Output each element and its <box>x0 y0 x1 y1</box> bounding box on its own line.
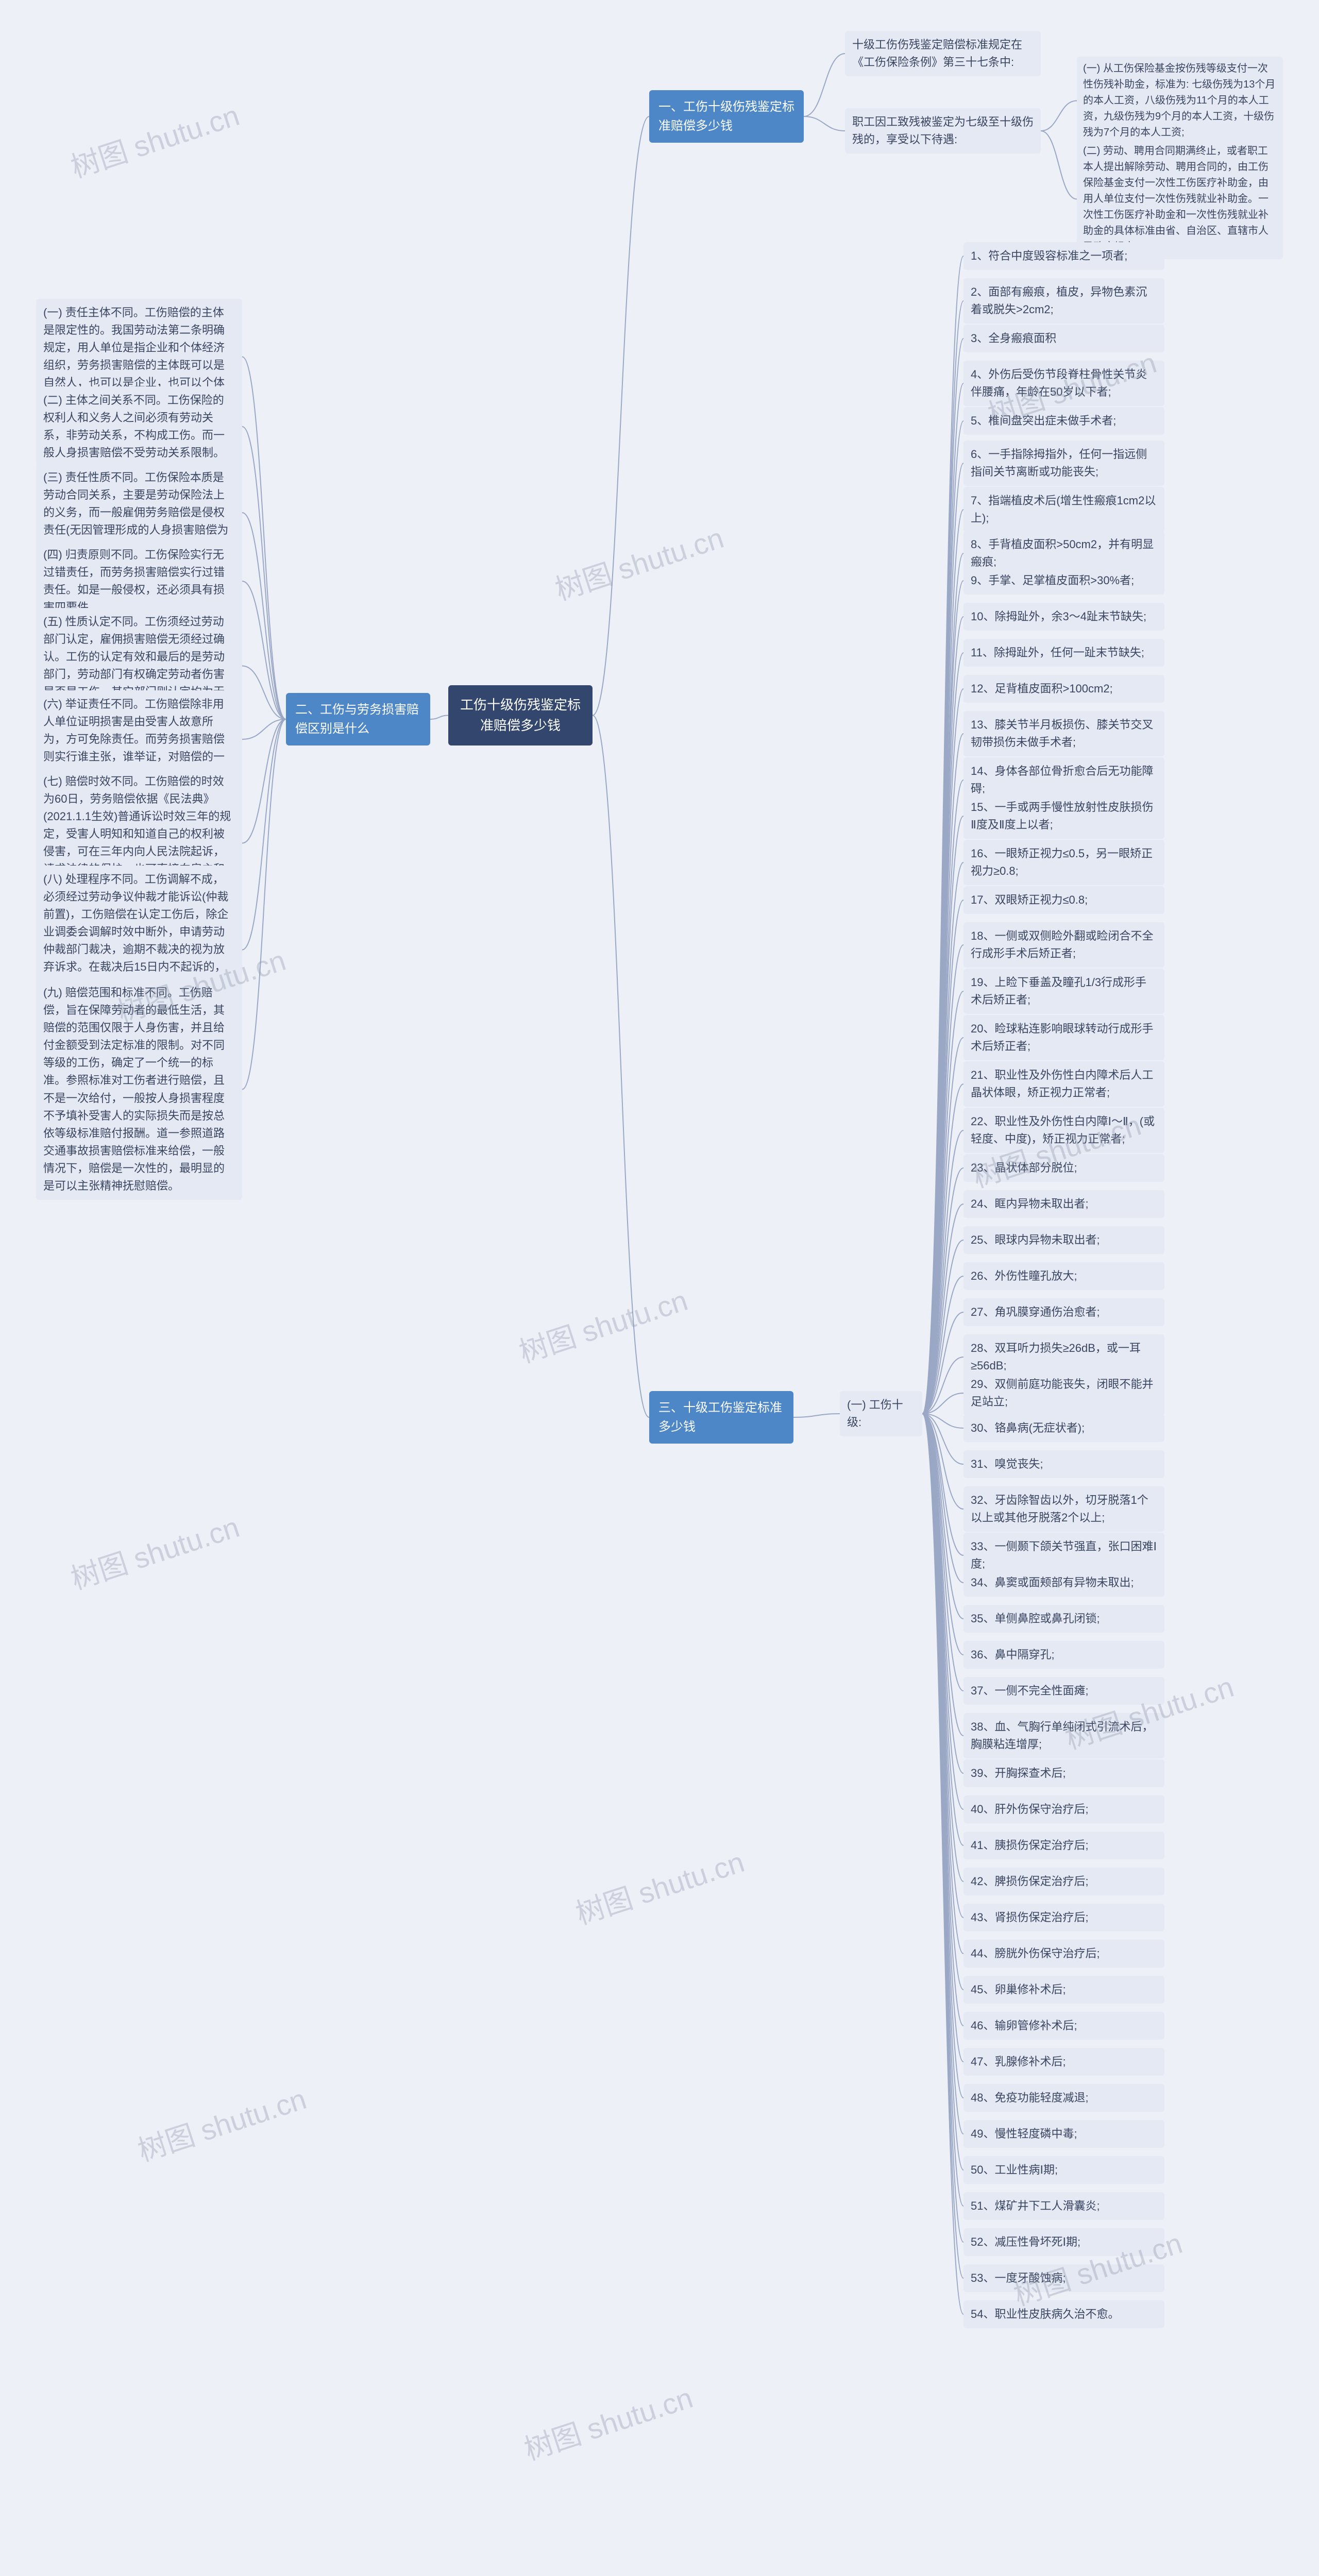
b1c2a: (一) 从工伤保险基金按伤残等级支付一次性伤残补助金，标准为: 七级伤残为13个… <box>1077 57 1283 145</box>
i31: 31、嗅觉丧失; <box>963 1450 1164 1478</box>
i13: 13、膝关节半月板损伤、膝关节交叉韧带损伤未做手术者; <box>963 711 1164 756</box>
section-1: 一、工伤十级伤残鉴定标准赔偿多少钱 <box>649 90 804 143</box>
i21: 21、职业性及外伤性白内障术后人工晶状体眼，矫正视力正常者; <box>963 1061 1164 1107</box>
watermark: 树图 shutu.cn <box>513 1278 692 1371</box>
i29: 29、双侧前庭功能丧失，闭眼不能并足站立; <box>963 1370 1164 1416</box>
i46: 46、输卵管修补术后; <box>963 2012 1164 2040</box>
section-3-intermediate: (一) 工伤十级: <box>840 1391 922 1436</box>
i5: 5、椎间盘突出症未做手术者; <box>963 407 1164 435</box>
i19: 19、上睑下垂盖及瞳孔1/3行成形手术后矫正者; <box>963 969 1164 1014</box>
i32: 32、牙齿除智齿以外，切牙脱落1个以上或其他牙脱落2个以上; <box>963 1486 1164 1532</box>
i6: 6、一手指除拇指外，任何一指远侧指间关节离断或功能丧失; <box>963 440 1164 486</box>
i54: 54、职业性皮肤病久治不愈。 <box>963 2300 1164 2328</box>
i3: 3、全身瘢痕面积 <box>963 325 1164 352</box>
i51: 51、煤矿井下工人滑囊炎; <box>963 2192 1164 2220</box>
i37: 37、一侧不完全性面瘫; <box>963 1677 1164 1705</box>
i53: 53、一度牙酸蚀病; <box>963 2264 1164 2292</box>
i35: 35、单侧鼻腔或鼻孔闭锁; <box>963 1605 1164 1633</box>
i15: 15、一手或两手慢性放射性皮肤损伤Ⅱ度及Ⅱ度上以者; <box>963 793 1164 839</box>
i2: 2、面部有瘢痕，植皮，异物色素沉着或脱失>2cm2; <box>963 278 1164 324</box>
watermark: 树图 shutu.cn <box>518 2375 698 2469</box>
i12: 12、足背植皮面积>100cm2; <box>963 675 1164 703</box>
watermark: 树图 shutu.cn <box>65 1504 244 1598</box>
b1c2: 职工因工致残被鉴定为七级至十级伤残的，享受以下待遇: <box>845 108 1041 154</box>
i25: 25、眼球内异物未取出者; <box>963 1226 1164 1254</box>
i30: 30、铬鼻病(无症状者); <box>963 1414 1164 1442</box>
i16: 16、一眼矫正视力≤0.5，另一眼矫正视力≥0.8; <box>963 840 1164 885</box>
i7: 7、指端植皮术后(增生性瘢痕1cm2以上); <box>963 487 1164 532</box>
root-node: 工伤十级伤残鉴定标准赔偿多少钱 <box>448 685 593 745</box>
i45: 45、卵巢修补术后; <box>963 1976 1164 2004</box>
watermark: 树图 shutu.cn <box>65 93 244 187</box>
i39: 39、开胸探查术后; <box>963 1759 1164 1787</box>
i9: 9、手掌、足掌植皮面积>30%者; <box>963 567 1164 595</box>
b1c1: 十级工伤伤残鉴定赔偿标准规定在《工伤保险条例》第三十七条中: <box>845 31 1041 76</box>
i11: 11、除拇趾外，任何一趾末节缺失; <box>963 639 1164 667</box>
watermark: 树图 shutu.cn <box>570 1839 749 1933</box>
i48: 48、免疫功能轻度减退; <box>963 2084 1164 2112</box>
i47: 47、乳腺修补术后; <box>963 2048 1164 2076</box>
i40: 40、肝外伤保守治疗后; <box>963 1795 1164 1823</box>
i42: 42、脾损伤保定治疗后; <box>963 1868 1164 1895</box>
i36: 36、鼻中隔穿孔; <box>963 1641 1164 1669</box>
i50: 50、工业性病Ⅰ期; <box>963 2156 1164 2184</box>
i23: 23、晶状体部分脱位; <box>963 1154 1164 1182</box>
i38: 38、血、气胸行单纯闭式引流术后，胸膜粘连增厚; <box>963 1713 1164 1758</box>
section-2: 二、工伤与劳务损害赔偿区别是什么 <box>286 693 430 745</box>
b1c2b: (二) 劳动、聘用合同期满终止，或者职工本人提出解除劳动、聘用合同的，由工伤保险… <box>1077 139 1283 259</box>
watermark: 树图 shutu.cn <box>132 2076 311 2170</box>
b2c9: (九) 赔偿范围和标准不同。工伤赔偿，旨在保障劳动者的最低生活，其赔偿的范围仅限… <box>36 979 242 1200</box>
i52: 52、减压性骨坏死Ⅰ期; <box>963 2228 1164 2256</box>
section-3: 三、十级工伤鉴定标准多少钱 <box>649 1391 793 1444</box>
i26: 26、外伤性瞳孔放大; <box>963 1262 1164 1290</box>
i10: 10、除拇趾外，余3～4趾末节缺失; <box>963 603 1164 631</box>
i17: 17、双眼矫正视力≤0.8; <box>963 886 1164 914</box>
i43: 43、肾损伤保定治疗后; <box>963 1904 1164 1931</box>
i44: 44、膀胱外伤保守治疗后; <box>963 1940 1164 1968</box>
b2c2: (二) 主体之间关系不同。工伤保险的权利人和义务人之间必须有劳动关系，非劳动关系… <box>36 386 242 467</box>
i1: 1、符合中度毁容标准之一项者; <box>963 242 1164 270</box>
i49: 49、慢性轻度磷中毒; <box>963 2120 1164 2148</box>
watermark: 树图 shutu.cn <box>549 515 729 609</box>
i34: 34、鼻窦或面颊部有异物未取出; <box>963 1569 1164 1597</box>
i20: 20、睑球粘连影响眼球转动行成形手术后矫正者; <box>963 1015 1164 1060</box>
i4: 4、外伤后受伤节段脊柱骨性关节炎伴腰痛，年龄在50岁以下者; <box>963 361 1164 406</box>
i27: 27、角巩膜穿通伤治愈者; <box>963 1298 1164 1326</box>
i22: 22、职业性及外伤性白内障Ⅰ～Ⅱ，(或轻度、中度)，矫正视力正常者; <box>963 1108 1164 1153</box>
i41: 41、胰损伤保定治疗后; <box>963 1832 1164 1859</box>
i24: 24、眶内异物未取出者; <box>963 1190 1164 1218</box>
i18: 18、一侧或双侧睑外翻或睑闭合不全行成形手术后矫正者; <box>963 922 1164 968</box>
